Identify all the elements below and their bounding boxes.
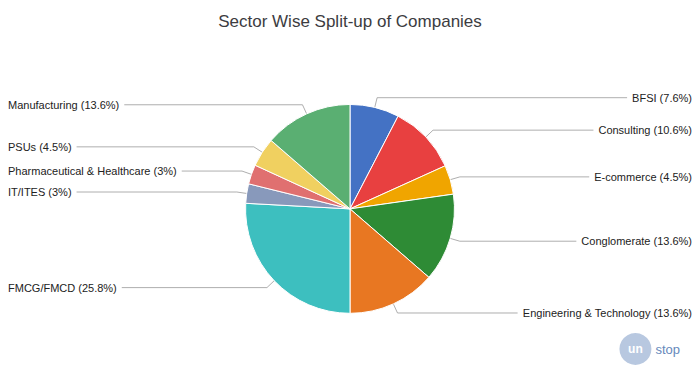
svg-text:Conglomerate (13.6%): Conglomerate (13.6%) [581,235,692,247]
svg-text:FMCG/FMCD (25.8%): FMCG/FMCD (25.8%) [8,282,117,294]
svg-text:Manufacturing (13.6%): Manufacturing (13.6%) [8,99,119,111]
svg-text:stop: stop [655,342,680,357]
svg-text:Sector Wise Split-up of Compan: Sector Wise Split-up of Companies [218,12,482,31]
svg-text:PSUs (4.5%): PSUs (4.5%) [8,141,72,153]
svg-text:Pharmaceutical & Healthcare (3: Pharmaceutical & Healthcare (3%) [8,165,177,177]
svg-text:E-commerce (4.5%): E-commerce (4.5%) [594,171,692,183]
svg-text:Engineering & Technology (13.6: Engineering & Technology (13.6%) [523,307,692,319]
svg-text:BFSI (7.6%): BFSI (7.6%) [632,92,692,104]
svg-text:IT/ITES (3%): IT/ITES (3%) [8,186,72,198]
svg-text:Consulting (10.6%): Consulting (10.6%) [598,124,692,136]
svg-text:un: un [628,342,643,356]
